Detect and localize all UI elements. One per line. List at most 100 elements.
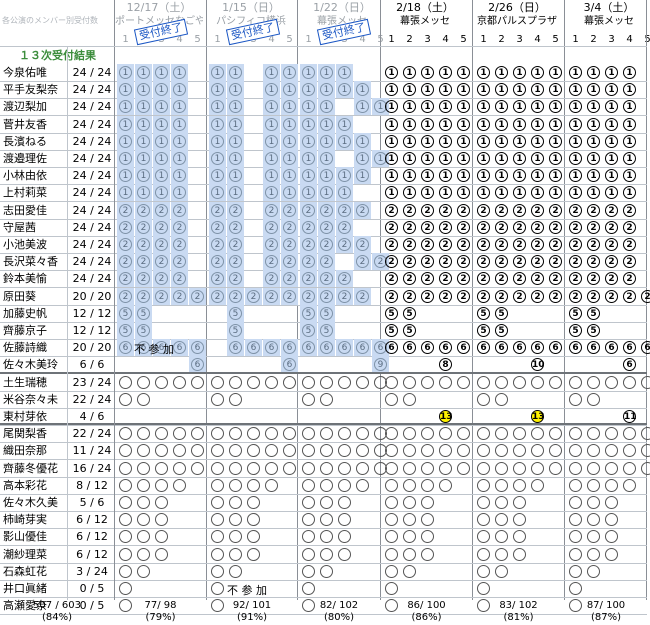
numbered-circle: 1 (477, 83, 490, 96)
numbered-circle: 1 (137, 66, 150, 79)
slot-cell: 2 (383, 236, 400, 253)
empty-circle (283, 376, 296, 389)
empty-circle (229, 462, 242, 475)
slot-cell (300, 374, 317, 391)
empty-circle (137, 479, 150, 492)
numbered-circle: 1 (385, 100, 398, 113)
slot-cell: 1 (354, 98, 371, 115)
slot-cell: 5 (585, 305, 602, 322)
empty-circle (211, 427, 224, 440)
numbered-circle: 1 (119, 169, 132, 182)
slot-cell: 1 (227, 150, 244, 167)
slot-cell: 2 (547, 253, 564, 270)
slot-cell: 1 (153, 133, 170, 150)
empty-circle (641, 376, 650, 389)
empty-circle (320, 376, 333, 389)
slot-cell: 5 (135, 322, 152, 339)
numbered-circle: 2 (569, 221, 582, 234)
numbered-circle: 11 (623, 410, 637, 423)
numbered-circle: 6 (191, 341, 204, 354)
slot-cell (245, 477, 262, 494)
numbered-circle: 1 (265, 118, 278, 131)
slot-cell (455, 425, 472, 442)
numbered-circle: 2 (229, 255, 242, 268)
slot-cell: 1 (383, 64, 400, 81)
numbered-circle: 1 (477, 118, 490, 131)
slot-cell: 6 (547, 339, 564, 356)
empty-circle (338, 496, 351, 509)
slot-cell: 5 (300, 305, 317, 322)
slot-cell: 1 (401, 98, 418, 115)
slot-cell: 2 (419, 253, 436, 270)
slot-cell (300, 477, 317, 494)
slot-cell: 1 (318, 81, 335, 98)
slot-cell: 2 (419, 270, 436, 287)
slot-cell: 1 (318, 184, 335, 201)
numbered-circle: 1 (495, 83, 508, 96)
numbered-circle: 6 (119, 341, 132, 354)
slot-cell: 1 (383, 167, 400, 184)
slot-cell (281, 460, 298, 477)
member-count: 24 / 24 (72, 221, 112, 234)
numbered-circle: 2 (421, 290, 434, 303)
empty-circle (356, 462, 369, 475)
empty-circle (605, 513, 618, 526)
slot-cell: 1 (171, 184, 188, 201)
slot-number: 3 (516, 34, 523, 45)
slot-cell (263, 460, 280, 477)
numbered-circle: 2 (439, 204, 452, 217)
slot-cell: 1 (455, 150, 472, 167)
numbered-circle: 5 (119, 324, 132, 337)
empty-circle (247, 427, 260, 440)
numbered-circle: 1 (302, 169, 315, 182)
slot-cell (567, 563, 584, 580)
numbered-circle: 2 (247, 290, 260, 303)
slot-cell: 1 (336, 133, 353, 150)
slot-cell (529, 425, 546, 442)
slot-cell: 2 (153, 219, 170, 236)
slot-cell: 1 (263, 167, 280, 184)
slot-cell: 1 (401, 167, 418, 184)
total-percent: (87%) (590, 612, 622, 623)
numbered-circle: 6 (403, 341, 416, 354)
numbered-circle: 2 (513, 238, 526, 251)
not-participating-note: 不 参 加 (227, 584, 267, 597)
numbered-circle: 1 (587, 135, 600, 148)
slot-cell (336, 425, 353, 442)
empty-circle (338, 479, 351, 492)
empty-circle (457, 444, 470, 457)
slot-cell: 2 (336, 236, 353, 253)
slot-cell: 1 (529, 81, 546, 98)
slot-cell: 1 (171, 133, 188, 150)
empty-circle (320, 513, 333, 526)
event-venue: ポートメッセなごや (115, 16, 203, 27)
slot-cell: 2 (336, 202, 353, 219)
numbered-circle: 2 (477, 272, 490, 285)
numbered-circle: 2 (513, 204, 526, 217)
numbered-circle: 1 (119, 100, 132, 113)
empty-circle (421, 462, 434, 475)
event-date: 1/22（日） (313, 1, 371, 14)
slot-cell (117, 477, 134, 494)
numbered-circle: 5 (587, 307, 600, 320)
slot-cell (401, 425, 418, 442)
empty-circle (338, 376, 351, 389)
empty-circle (356, 376, 369, 389)
slot-cell (383, 391, 400, 408)
numbered-circle: 2 (283, 290, 296, 303)
slot-cell (300, 460, 317, 477)
slot-cell (585, 460, 602, 477)
slot-cell (621, 477, 638, 494)
numbered-circle: 1 (605, 100, 618, 113)
numbered-circle: 1 (173, 100, 186, 113)
empty-circle (641, 444, 650, 457)
empty-circle (356, 427, 369, 440)
member-count: 0 / 5 (79, 582, 105, 595)
slot-cell: 5 (135, 305, 152, 322)
slot-cell: 2 (135, 288, 152, 305)
numbered-circle: 1 (338, 135, 351, 148)
slot-cell (263, 425, 280, 442)
slot-cell (153, 494, 170, 511)
slot-cell: 2 (227, 253, 244, 270)
numbered-circle: 2 (229, 221, 242, 234)
